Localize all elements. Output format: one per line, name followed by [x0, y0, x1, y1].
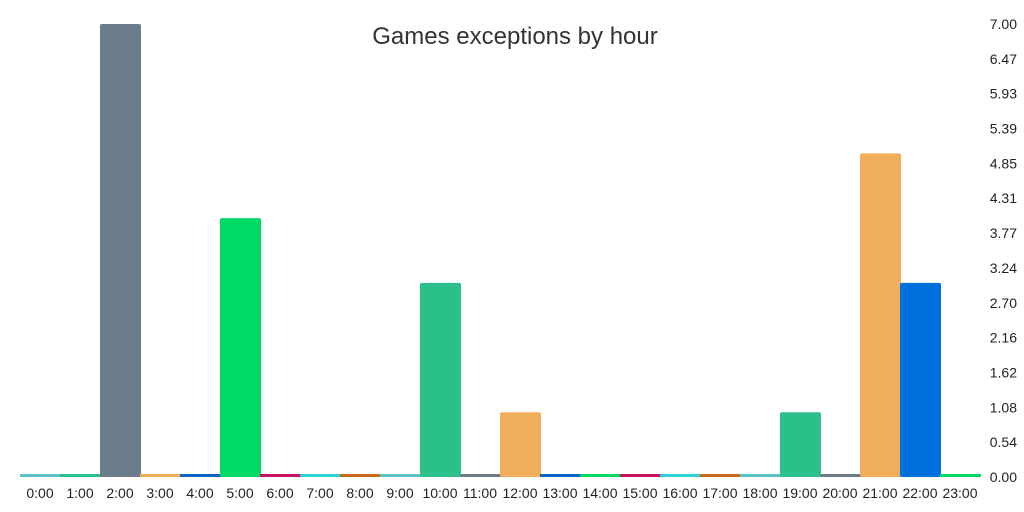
x-tick-label: 14:00 — [582, 485, 617, 501]
x-tick-label: 6:00 — [266, 485, 293, 501]
y-tick-label: 6.47 — [990, 51, 1017, 67]
bar-23-00 — [940, 474, 981, 477]
x-tick-label: 7:00 — [306, 485, 333, 501]
bar-3-00 — [140, 474, 181, 477]
bar-19-00 — [780, 412, 821, 477]
x-tick-label: 13:00 — [542, 485, 577, 501]
x-tick-label: 23:00 — [942, 485, 977, 501]
y-tick-label: 2.16 — [990, 330, 1017, 346]
bar-9-00 — [380, 474, 421, 477]
x-tick-label: 22:00 — [902, 485, 937, 501]
y-tick-label: 2.70 — [990, 295, 1017, 311]
bar-13-00 — [540, 474, 581, 477]
bar-5-00 — [220, 218, 261, 477]
y-tick-label: 5.93 — [990, 86, 1017, 102]
x-tick-label: 0:00 — [26, 485, 53, 501]
bar-11-00 — [460, 474, 501, 477]
x-tick-label: 20:00 — [822, 485, 857, 501]
bars-group — [20, 24, 981, 477]
y-tick-label: 1.08 — [990, 399, 1017, 415]
bar-8-00 — [340, 474, 381, 477]
bar-15-00 — [620, 474, 661, 477]
bar-14-00 — [580, 474, 621, 477]
bar-0-00 — [20, 474, 61, 477]
bar-2-00 — [100, 24, 141, 477]
y-tick-label: 0.54 — [990, 434, 1017, 450]
x-tick-label: 18:00 — [742, 485, 777, 501]
x-tick-label: 19:00 — [782, 485, 817, 501]
bar-16-00 — [660, 474, 701, 477]
x-tick-label: 5:00 — [226, 485, 253, 501]
bar-21-00 — [860, 153, 901, 477]
x-tick-label: 16:00 — [662, 485, 697, 501]
bar-22-00 — [900, 282, 941, 477]
y-tick-label: 1.62 — [990, 364, 1017, 380]
y-axis-ticks: 0.00 0.54 1.08 1.62 2.16 2.70 3.24 3.77 4.31 4.85… — [990, 16, 1017, 485]
bar-4-00 — [180, 474, 221, 477]
y-tick-label: 4.31 — [990, 190, 1017, 206]
bar-18-00 — [740, 474, 781, 477]
x-tick-label: 1:00 — [66, 485, 93, 501]
bar-7-00 — [300, 474, 341, 477]
x-tick-label: 17:00 — [702, 485, 737, 501]
x-tick-label: 8:00 — [346, 485, 373, 501]
chart-title: Games exceptions by hour — [372, 23, 657, 50]
y-tick-label: 0.00 — [990, 469, 1017, 485]
y-tick-label: 3.24 — [990, 260, 1017, 276]
bar-17-00 — [700, 474, 741, 477]
x-axis-ticks: 0:00 1:00 2:00 3:00 4:00 5:00 6:00 7:00 8:00 9:00… — [26, 485, 977, 501]
y-tick-label: 5.39 — [990, 121, 1017, 137]
bar-12-00 — [500, 412, 541, 477]
bar-10-00 — [420, 282, 461, 477]
x-tick-label: 4:00 — [186, 485, 213, 501]
bar-6-00 — [260, 474, 301, 477]
bar-1-00 — [60, 474, 101, 477]
x-tick-label: 3:00 — [146, 485, 173, 501]
x-tick-label: 12:00 — [502, 485, 537, 501]
x-tick-label: 21:00 — [862, 485, 897, 501]
x-tick-label: 10:00 — [422, 485, 457, 501]
x-tick-label: 11:00 — [463, 485, 497, 501]
y-tick-label: 4.85 — [990, 155, 1017, 171]
x-tick-label: 2:00 — [106, 485, 133, 501]
y-tick-label: 3.77 — [990, 225, 1017, 241]
x-tick-label: 15:00 — [622, 485, 657, 501]
y-tick-label: 7.00 — [990, 16, 1017, 32]
x-tick-label: 9:00 — [386, 485, 413, 501]
bar-20-00 — [820, 474, 861, 477]
